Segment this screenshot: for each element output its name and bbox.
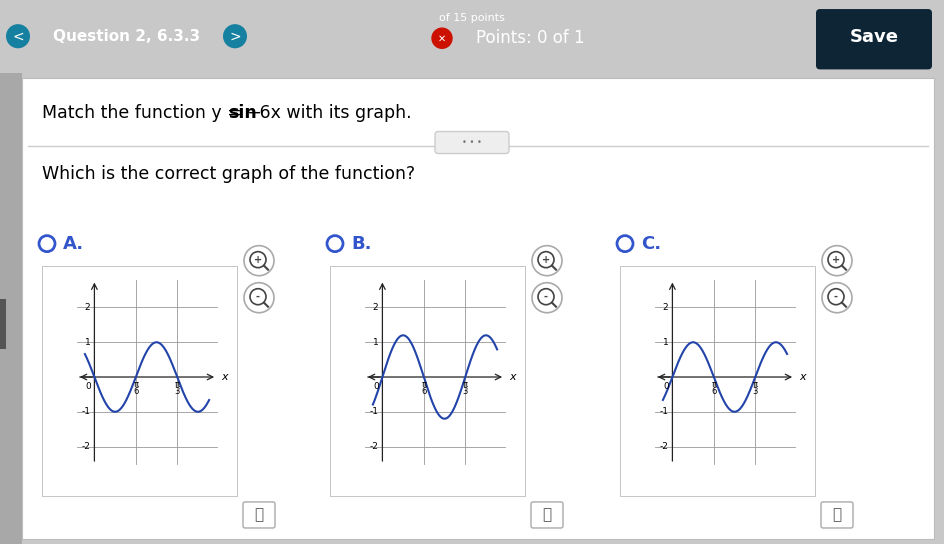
Text: -: - xyxy=(544,292,548,302)
Bar xyxy=(620,265,815,496)
Circle shape xyxy=(6,24,30,48)
Text: x: x xyxy=(799,372,805,382)
Text: Match the function y = −: Match the function y = − xyxy=(42,104,267,122)
Text: 6: 6 xyxy=(421,387,427,396)
Text: 2: 2 xyxy=(85,303,91,312)
Text: ✕: ✕ xyxy=(438,33,447,43)
Text: π: π xyxy=(133,380,139,389)
Bar xyxy=(0,73,22,544)
Text: 1: 1 xyxy=(85,338,91,347)
Text: B.: B. xyxy=(351,234,372,252)
Circle shape xyxy=(532,283,562,313)
Text: -2: -2 xyxy=(369,442,379,451)
Circle shape xyxy=(327,236,343,252)
Text: π: π xyxy=(421,380,427,389)
Text: -1: -1 xyxy=(81,407,91,416)
Circle shape xyxy=(538,289,554,305)
Circle shape xyxy=(828,289,844,305)
Circle shape xyxy=(39,236,55,252)
Text: π: π xyxy=(175,380,179,389)
FancyBboxPatch shape xyxy=(531,502,563,528)
Text: 0: 0 xyxy=(86,382,92,391)
Text: <: < xyxy=(12,29,24,43)
Circle shape xyxy=(532,246,562,276)
Text: >: > xyxy=(229,29,241,43)
Text: of 15 points: of 15 points xyxy=(439,13,505,23)
Bar xyxy=(0,299,6,349)
Circle shape xyxy=(432,28,452,48)
Text: sin: sin xyxy=(228,104,257,122)
Text: 2: 2 xyxy=(663,303,668,312)
Text: -: - xyxy=(256,292,260,302)
Text: 1: 1 xyxy=(373,338,379,347)
Text: +: + xyxy=(254,255,262,265)
Text: ⧉: ⧉ xyxy=(255,508,263,522)
Text: π: π xyxy=(463,380,467,389)
Text: +: + xyxy=(542,255,550,265)
Circle shape xyxy=(538,252,554,268)
FancyBboxPatch shape xyxy=(22,78,934,539)
Text: -: - xyxy=(834,292,838,302)
FancyBboxPatch shape xyxy=(821,502,853,528)
Text: -2: -2 xyxy=(81,442,91,451)
Text: -1: -1 xyxy=(369,407,379,416)
Circle shape xyxy=(617,236,633,252)
Text: 3: 3 xyxy=(175,387,180,396)
Circle shape xyxy=(250,289,266,305)
Text: 6: 6 xyxy=(133,387,139,396)
Text: 0: 0 xyxy=(664,382,669,391)
Text: Which is the correct graph of the function?: Which is the correct graph of the functi… xyxy=(42,164,415,183)
Text: 6x with its graph.: 6x with its graph. xyxy=(254,104,412,122)
Text: Points: 0 of 1: Points: 0 of 1 xyxy=(476,29,584,47)
Text: π: π xyxy=(752,380,758,389)
Text: Question 2, 6.3.3: Question 2, 6.3.3 xyxy=(54,29,200,44)
Text: -2: -2 xyxy=(660,442,668,451)
Text: x: x xyxy=(221,372,228,382)
Text: -1: -1 xyxy=(660,407,668,416)
Text: A.: A. xyxy=(63,234,84,252)
Text: 1: 1 xyxy=(663,338,668,347)
Text: +: + xyxy=(832,255,840,265)
Text: x: x xyxy=(509,372,515,382)
Circle shape xyxy=(828,252,844,268)
Circle shape xyxy=(822,246,852,276)
Bar xyxy=(330,265,525,496)
Text: π: π xyxy=(712,380,716,389)
Text: 3: 3 xyxy=(752,387,758,396)
Text: Save: Save xyxy=(850,28,899,46)
Circle shape xyxy=(244,283,274,313)
Circle shape xyxy=(244,246,274,276)
FancyBboxPatch shape xyxy=(816,9,932,70)
FancyBboxPatch shape xyxy=(435,132,509,153)
Circle shape xyxy=(250,252,266,268)
Text: C.: C. xyxy=(641,234,661,252)
Text: 6: 6 xyxy=(711,387,716,396)
Circle shape xyxy=(223,24,247,48)
Text: • • •: • • • xyxy=(462,138,482,147)
Text: ⧉: ⧉ xyxy=(833,508,841,522)
Bar xyxy=(42,265,237,496)
Text: 0: 0 xyxy=(374,382,379,391)
Circle shape xyxy=(822,283,852,313)
FancyBboxPatch shape xyxy=(243,502,275,528)
Text: 2: 2 xyxy=(373,303,379,312)
Text: 3: 3 xyxy=(463,387,468,396)
Text: ⧉: ⧉ xyxy=(543,508,551,522)
